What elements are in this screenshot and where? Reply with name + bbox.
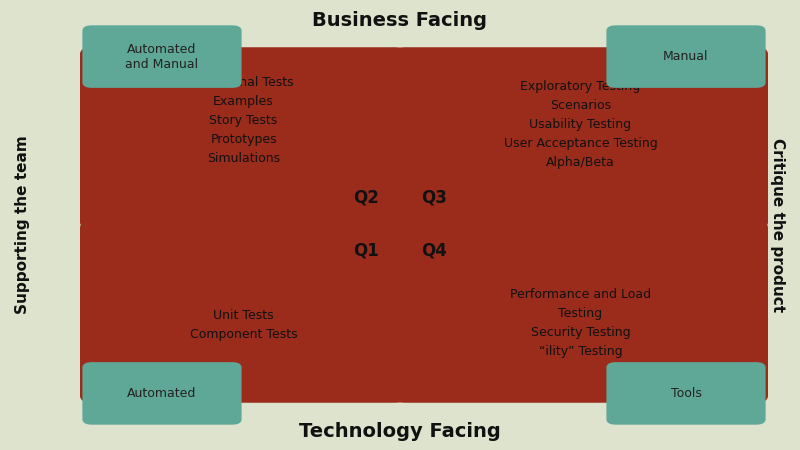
Text: Tools: Tools xyxy=(670,387,702,400)
Text: Manual: Manual xyxy=(663,50,709,63)
FancyBboxPatch shape xyxy=(82,25,242,88)
Text: Q4: Q4 xyxy=(421,241,446,259)
FancyBboxPatch shape xyxy=(80,47,407,229)
Text: Q2: Q2 xyxy=(354,189,379,207)
Text: Q3: Q3 xyxy=(421,189,446,207)
Text: Performance and Load
Testing
Security Testing
“ility” Testing: Performance and Load Testing Security Te… xyxy=(510,288,651,358)
FancyBboxPatch shape xyxy=(393,221,768,403)
FancyBboxPatch shape xyxy=(606,25,766,88)
Text: Supporting the team: Supporting the team xyxy=(15,135,30,315)
Text: Exploratory Testing
Scenarios
Usability Testing
User Acceptance Testing
Alpha/Be: Exploratory Testing Scenarios Usability … xyxy=(503,80,658,169)
FancyBboxPatch shape xyxy=(82,362,242,425)
FancyBboxPatch shape xyxy=(606,362,766,425)
Text: Business Facing: Business Facing xyxy=(313,11,487,30)
Text: Unit Tests
Component Tests: Unit Tests Component Tests xyxy=(190,309,298,342)
FancyBboxPatch shape xyxy=(80,221,407,403)
Text: Automated
and Manual: Automated and Manual xyxy=(126,43,198,71)
Text: Automated: Automated xyxy=(127,387,197,400)
Text: Critique the product: Critique the product xyxy=(770,138,785,312)
Text: Technology Facing: Technology Facing xyxy=(299,422,501,441)
Text: Functional Tests
Examples
Story Tests
Prototypes
Simulations: Functional Tests Examples Story Tests Pr… xyxy=(194,76,294,165)
FancyBboxPatch shape xyxy=(393,47,768,229)
Text: Q1: Q1 xyxy=(354,241,379,259)
